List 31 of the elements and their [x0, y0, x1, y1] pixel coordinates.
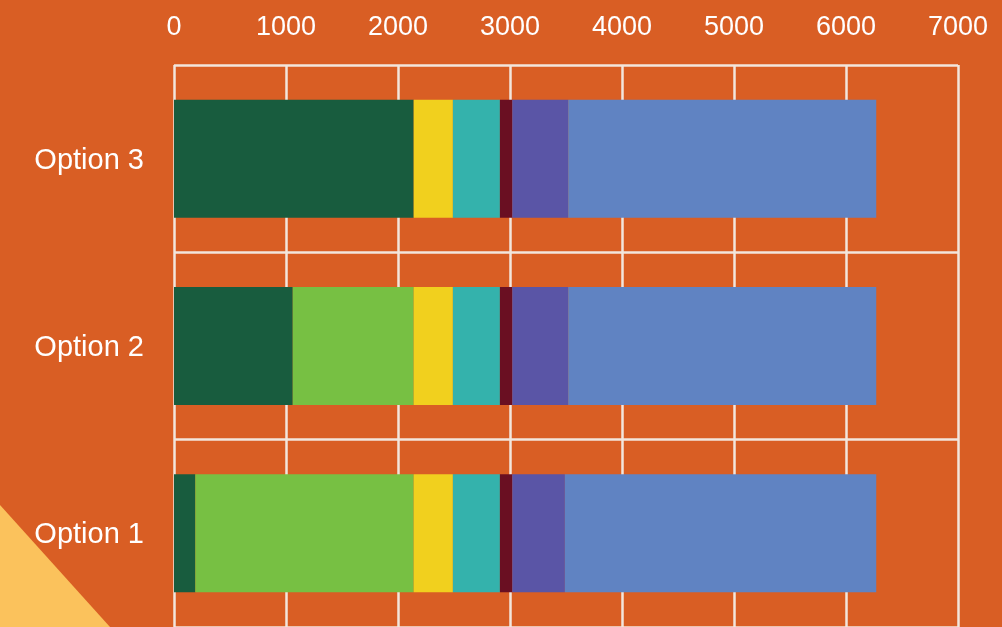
bar — [174, 99, 414, 218]
x-tick-label: 0 — [166, 10, 182, 41]
y-tick-label: Option 1 — [34, 517, 144, 550]
bar — [512, 287, 569, 405]
x-tick-label: 3000 — [479, 10, 541, 41]
bar — [452, 474, 500, 593]
x-tick-label: 6000 — [815, 10, 877, 41]
bar — [413, 287, 453, 405]
bar — [568, 287, 877, 405]
y-tick-label: Option 2 — [34, 330, 144, 362]
bar — [195, 474, 414, 593]
x-tick-label: 2000 — [367, 10, 429, 41]
bar — [413, 99, 453, 218]
bar — [452, 99, 500, 218]
bar — [564, 474, 877, 593]
bar — [499, 99, 513, 218]
x-tick-label: 7000 — [927, 10, 989, 41]
bar — [499, 474, 513, 593]
bar — [174, 474, 196, 593]
bar — [568, 99, 877, 218]
bar — [413, 474, 453, 593]
bar — [452, 287, 500, 405]
bar — [499, 287, 513, 405]
bar — [174, 287, 293, 405]
y-tick-label: Option 3 — [34, 142, 144, 175]
x-tick-label: 1000 — [255, 10, 317, 41]
bar — [292, 287, 414, 405]
x-tick-label: 5000 — [703, 10, 765, 41]
bar — [512, 474, 565, 593]
x-tick-label: 4000 — [591, 10, 653, 41]
bar — [512, 99, 569, 218]
